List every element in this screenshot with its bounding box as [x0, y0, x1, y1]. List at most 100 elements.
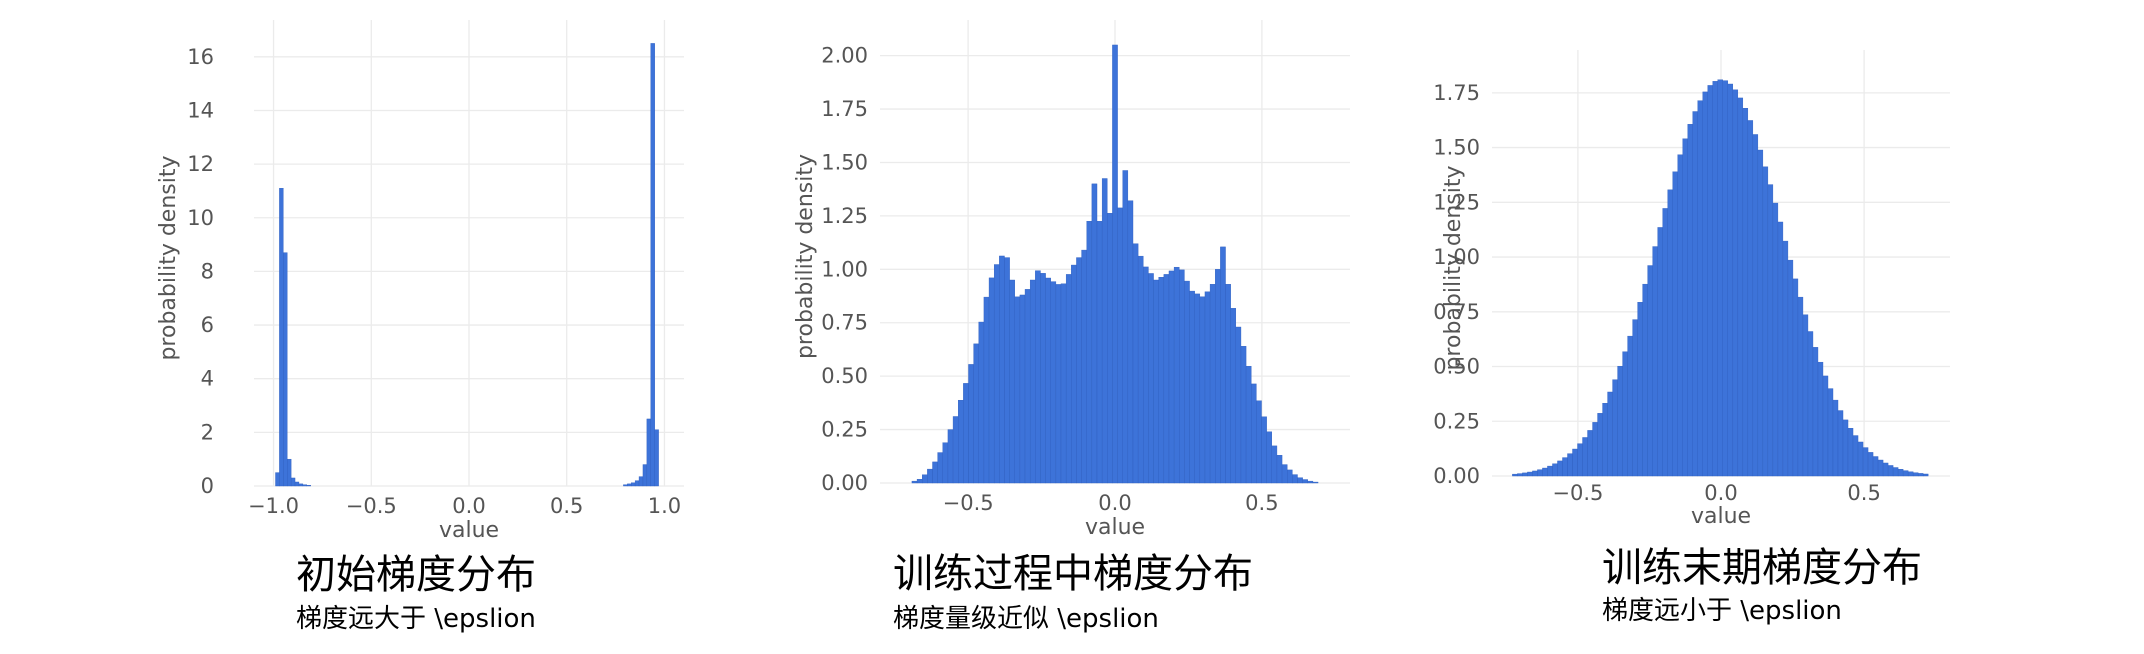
histogram-bar — [916, 479, 923, 484]
histogram-bar — [1722, 80, 1728, 477]
y-tick-label: 2 — [201, 420, 214, 444]
x-tick-label: −0.5 — [943, 491, 994, 515]
histogram-bar — [287, 458, 292, 487]
chart-title: 训练末期梯度分布 — [1602, 545, 1922, 591]
histogram-bar — [1917, 473, 1924, 477]
histogram-bar — [1040, 273, 1046, 484]
chart-subtitle: 梯度远小于 \epslion — [1602, 596, 1842, 626]
histogram-bar — [1637, 302, 1643, 477]
histogram-bar — [1302, 479, 1308, 484]
histogram-bar — [958, 399, 964, 484]
histogram-bar — [1752, 134, 1759, 477]
x-tick-label: 0.5 — [550, 494, 583, 518]
histogram-bar — [1582, 437, 1588, 477]
histogram-bar — [1179, 269, 1185, 484]
histogram-bar — [1209, 284, 1216, 484]
histogram-bar — [1112, 44, 1118, 484]
histogram-bar — [1822, 375, 1829, 477]
histogram-bar — [1117, 207, 1123, 484]
histogram-bar — [1867, 452, 1874, 477]
histogram-bar — [1682, 138, 1688, 477]
histogram-bar — [1230, 308, 1237, 484]
histogram-bar — [1652, 246, 1658, 477]
histogram-bar — [1662, 208, 1668, 477]
histogram-bar — [1137, 255, 1144, 484]
y-tick-label: 6 — [201, 313, 214, 337]
histogram-bar — [1091, 183, 1098, 484]
histogram-bar — [922, 474, 928, 484]
histogram-bar — [1872, 456, 1879, 477]
histogram-bar — [942, 442, 949, 484]
histogram-bar — [1597, 413, 1603, 477]
histogram-bar — [1127, 200, 1134, 484]
histogram-bar — [1792, 278, 1799, 477]
histogram-bar — [1215, 269, 1221, 484]
histogram-bar — [1271, 445, 1278, 484]
y-tick-label: 1.00 — [821, 257, 868, 281]
y-tick-label: 1.00 — [1433, 245, 1480, 269]
x-tick-label: 0.0 — [1704, 481, 1737, 505]
x-axis-label: value — [1085, 515, 1145, 540]
x-tick-label: 0.0 — [1098, 491, 1131, 515]
histogram-bar — [1158, 277, 1165, 484]
histogram-bar — [1189, 290, 1195, 484]
histogram-bar — [306, 484, 311, 487]
histogram-bar — [1897, 469, 1904, 477]
histogram-bar — [1163, 274, 1170, 484]
histogram-bar — [275, 472, 280, 487]
histogram-bar — [1617, 366, 1623, 477]
histogram-bar — [1902, 470, 1909, 477]
histogram-bar — [1587, 430, 1593, 477]
histogram-bar — [1847, 428, 1854, 477]
histogram-bar — [1922, 473, 1929, 477]
histogram-bar — [1657, 227, 1663, 477]
histogram-bar — [1732, 89, 1739, 477]
x-tick-label: −0.5 — [1552, 481, 1603, 505]
histogram-bar — [1101, 178, 1108, 484]
histogram-bar — [1737, 97, 1744, 477]
initial-gradient-histogram: 0 2 4 6 8 10 12 14 16 −1.0 −0.5 0.0 0.5 1.0 value proba… — [156, 20, 684, 634]
chart-title: 训练过程中梯度分布 — [893, 551, 1253, 597]
histogram-bar — [1647, 265, 1653, 477]
histogram-bar — [1050, 281, 1057, 484]
histogram-bar — [1240, 346, 1247, 484]
histogram-bar — [1817, 361, 1824, 477]
histogram-bar — [968, 364, 974, 484]
histogram-bar — [283, 252, 288, 487]
histogram-bar — [993, 264, 1000, 484]
y-tick-label: 0.00 — [1433, 464, 1480, 488]
y-tick-label: 1.75 — [821, 97, 868, 121]
histogram-bar — [1857, 441, 1864, 477]
histogram-bar — [1307, 480, 1314, 484]
histogram-bar — [1627, 335, 1633, 477]
histogram-bar — [1577, 443, 1583, 477]
histogram-bar — [1842, 419, 1849, 477]
histogram-bar — [654, 429, 659, 487]
histogram-bar — [1132, 243, 1139, 484]
histogram-bar — [1527, 471, 1533, 477]
y-tick-label: 14 — [187, 98, 214, 122]
histogram-bar — [1827, 388, 1834, 477]
histogram-bar — [1029, 279, 1036, 484]
histogram-bar — [1677, 154, 1683, 477]
histogram-bar — [1667, 189, 1673, 477]
histogram-bar — [1065, 274, 1072, 484]
histogram-bar — [999, 255, 1005, 484]
histogram-bar — [1256, 400, 1262, 484]
histogram-bar — [1153, 279, 1159, 484]
histogram-bar — [1807, 331, 1814, 477]
histogram-bar — [1168, 270, 1175, 484]
histogram-bar — [1547, 465, 1553, 477]
histogram-bar — [947, 429, 954, 484]
histogram-bar — [1281, 464, 1288, 484]
x-tick-label: 0.5 — [1245, 491, 1278, 515]
histogram-bar — [1045, 277, 1051, 484]
histogram-bar — [1019, 294, 1026, 484]
y-tick-label: 0.75 — [821, 311, 868, 335]
histogram-bar — [1266, 431, 1272, 484]
training-gradient-histogram: 0.00 0.25 0.50 0.75 1.00 1.25 1.50 1.75 2.00 −0.5… — [793, 20, 1350, 634]
histogram-bar — [1204, 291, 1211, 484]
histogram-bar — [1742, 108, 1749, 477]
histogram-bar — [1782, 240, 1789, 477]
histogram-bar — [1060, 283, 1067, 484]
